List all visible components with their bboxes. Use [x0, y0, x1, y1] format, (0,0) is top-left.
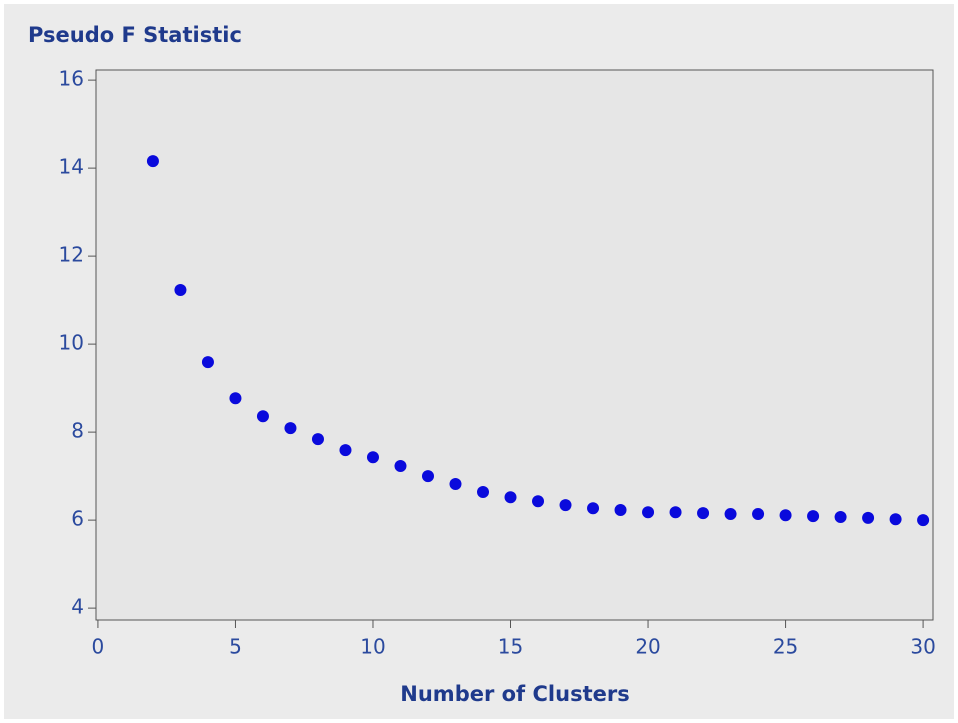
point [917, 514, 930, 527]
x-tick-label: 0 [92, 635, 105, 659]
point [862, 511, 875, 524]
point [779, 509, 792, 522]
point [174, 284, 187, 296]
point [532, 495, 545, 508]
x-axis-label: Number of Clusters [400, 682, 629, 706]
point [146, 155, 159, 168]
x-tick-label: 20 [635, 635, 660, 659]
point [366, 451, 379, 464]
y-tick-label: 14 [59, 155, 84, 179]
point [587, 502, 600, 515]
point [339, 444, 352, 457]
point [807, 510, 820, 523]
x-tick-label: 5 [229, 635, 242, 659]
point [642, 506, 655, 519]
y-tick-label: 16 [59, 67, 84, 91]
y-tick-label: 8 [71, 419, 84, 443]
point [284, 422, 297, 435]
y-tick-label: 4 [71, 595, 84, 619]
point [669, 506, 682, 519]
point [697, 507, 710, 520]
point [614, 504, 627, 516]
y-tick-label: 12 [59, 243, 84, 267]
point [256, 410, 269, 423]
y-tick-label: 6 [71, 507, 84, 531]
point [394, 460, 407, 472]
point [724, 507, 737, 520]
x-tick-label: 30 [910, 635, 935, 659]
x-tick-label: 10 [360, 635, 385, 659]
point [477, 485, 490, 498]
point [559, 499, 572, 512]
point [449, 478, 462, 491]
point [504, 491, 517, 504]
point [311, 433, 324, 446]
point [889, 513, 902, 526]
point [421, 470, 434, 483]
y-tick-label: 10 [59, 331, 84, 355]
point [201, 356, 214, 369]
plot-area [95, 69, 934, 621]
x-tick-label: 25 [773, 635, 798, 659]
point [229, 392, 242, 405]
point [752, 507, 765, 520]
chart-title: Pseudo F Statistic [28, 23, 242, 47]
point [834, 511, 847, 524]
x-tick-label: 15 [498, 635, 523, 659]
